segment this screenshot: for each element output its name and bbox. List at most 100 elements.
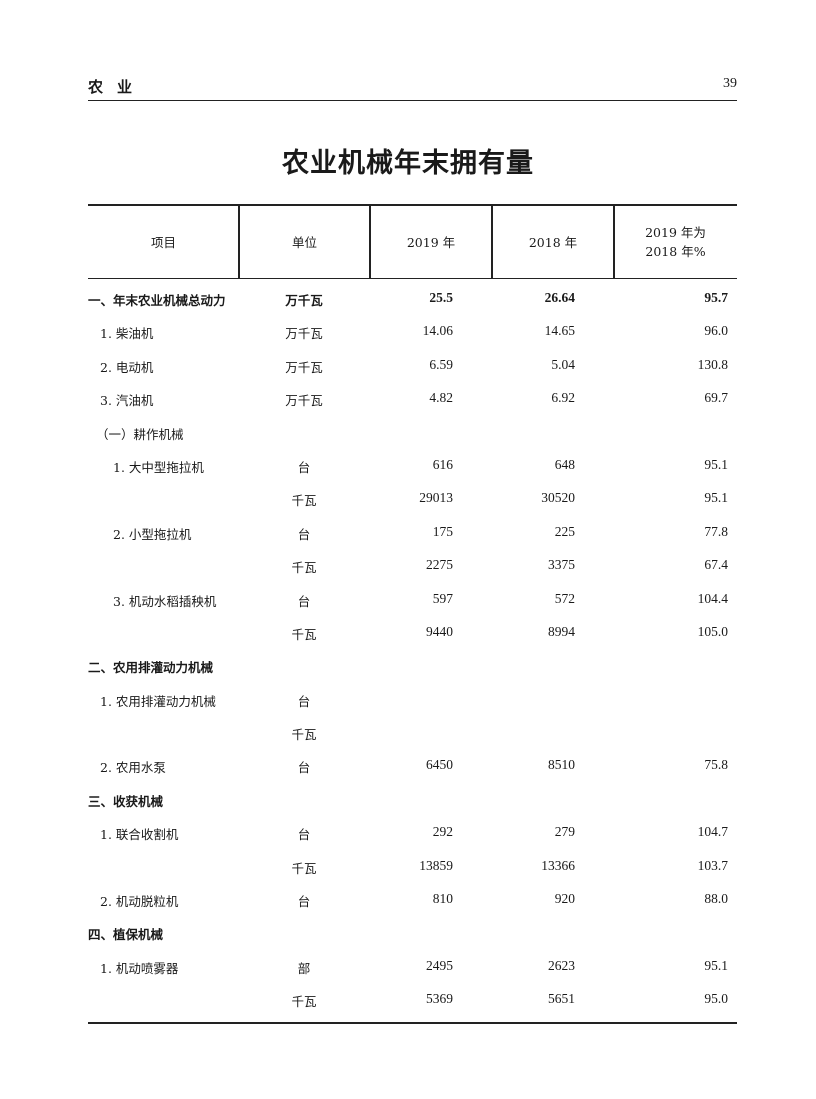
row-ratio: 105.0 bbox=[697, 623, 728, 639]
table-row: 3. 汽油机 万千瓦 4.82 6.92 69.7 bbox=[88, 381, 737, 414]
row-item-name: 2. 机动脱粒机 bbox=[100, 894, 179, 910]
table-row: 千瓦 13859 13366 103.7 bbox=[88, 849, 737, 882]
row-unit: 千瓦 bbox=[291, 626, 317, 642]
row-item-name: （一）耕作机械 bbox=[96, 426, 184, 442]
row-ratio: 95.1 bbox=[704, 456, 728, 472]
column-divider bbox=[369, 206, 371, 278]
row-value-2018: 279 bbox=[554, 824, 575, 840]
table-row: 2. 农用水泵 台 6450 8510 75.8 bbox=[88, 748, 737, 781]
row-value-2019: 29013 bbox=[419, 490, 453, 506]
section-name: 农业 bbox=[88, 78, 147, 96]
row-value-2018: 8994 bbox=[548, 623, 575, 639]
table-row: 二、农用排灌动力机械 bbox=[88, 648, 737, 681]
row-value-2019: 616 bbox=[432, 456, 453, 472]
table-row: 1. 柴油机 万千瓦 14.06 14.65 96.0 bbox=[88, 314, 737, 347]
row-value-2019: 14.06 bbox=[422, 323, 453, 339]
row-value-2019: 597 bbox=[432, 590, 453, 606]
table-row: 3. 机动水稻插秧机 台 597 572 104.4 bbox=[88, 582, 737, 615]
row-value-2019: 292 bbox=[432, 824, 453, 840]
row-value-2019: 13859 bbox=[419, 857, 453, 873]
row-ratio: 95.7 bbox=[704, 290, 728, 305]
row-item-name: 3. 机动水稻插秧机 bbox=[113, 593, 217, 609]
table-row: 三、收获机械 bbox=[88, 782, 737, 815]
header-item: 项目 bbox=[150, 234, 176, 250]
row-value-2018: 6.92 bbox=[551, 390, 575, 406]
row-unit: 台 bbox=[297, 693, 311, 709]
row-ratio: 104.4 bbox=[697, 590, 728, 606]
row-item-name: 1. 农用排灌动力机械 bbox=[100, 693, 216, 709]
row-ratio: 103.7 bbox=[697, 857, 728, 873]
row-value-2018: 5651 bbox=[548, 991, 575, 1007]
row-item-name: 3. 汽油机 bbox=[100, 393, 154, 409]
row-item-name: 1. 机动喷雾器 bbox=[100, 960, 179, 976]
row-ratio: 69.7 bbox=[704, 390, 728, 406]
row-unit: 部 bbox=[297, 960, 311, 976]
machinery-table: 项目 单位 2019 年 2018 年 2019 年为 2018 年% 一、年末… bbox=[88, 204, 737, 1024]
row-unit: 千瓦 bbox=[291, 727, 317, 743]
row-value-2018: 2623 bbox=[548, 957, 575, 973]
row-unit: 台 bbox=[297, 593, 311, 609]
row-item-name: 1. 柴油机 bbox=[100, 326, 154, 342]
row-unit: 万千瓦 bbox=[285, 393, 323, 409]
row-value-2019: 9440 bbox=[426, 623, 453, 639]
row-item-name: 四、植保机械 bbox=[88, 927, 164, 943]
row-value-2019: 175 bbox=[432, 523, 453, 539]
row-value-2018: 26.64 bbox=[544, 290, 575, 305]
row-value-2019: 6450 bbox=[426, 757, 453, 773]
header-2018: 2018 年 bbox=[528, 234, 578, 250]
header-ratio: 2019 年为 2018 年% bbox=[614, 206, 737, 278]
row-value-2018: 13366 bbox=[541, 857, 575, 873]
row-ratio: 77.8 bbox=[704, 523, 728, 539]
row-value-2019: 5369 bbox=[426, 991, 453, 1007]
row-value-2019: 25.5 bbox=[429, 290, 453, 305]
row-value-2018: 14.65 bbox=[544, 323, 575, 339]
page-number: 39 bbox=[723, 76, 737, 91]
table-row: 一、年末农业机械总动力 万千瓦 25.5 26.64 95.7 bbox=[88, 281, 737, 314]
row-value-2018: 5.04 bbox=[551, 356, 575, 372]
row-unit: 台 bbox=[297, 760, 311, 776]
table-row: 四、植保机械 bbox=[88, 915, 737, 948]
row-unit: 万千瓦 bbox=[285, 326, 323, 342]
row-value-2018: 3375 bbox=[548, 557, 575, 573]
row-item-name: 1. 联合收割机 bbox=[100, 827, 179, 843]
table-header: 项目 单位 2019 年 2018 年 2019 年为 2018 年% bbox=[88, 204, 737, 279]
row-item-name: 1. 大中型拖拉机 bbox=[113, 459, 204, 475]
table-row: 1. 联合收割机 台 292 279 104.7 bbox=[88, 815, 737, 848]
row-value-2019: 810 bbox=[432, 891, 453, 907]
row-unit: 千瓦 bbox=[291, 493, 317, 509]
row-unit: 万千瓦 bbox=[285, 359, 323, 375]
table-row: 1. 机动喷雾器 部 2495 2623 95.1 bbox=[88, 949, 737, 982]
row-value-2018: 648 bbox=[554, 456, 575, 472]
table-row: 2. 电动机 万千瓦 6.59 5.04 130.8 bbox=[88, 348, 737, 381]
row-unit: 台 bbox=[297, 526, 311, 542]
row-value-2018: 8510 bbox=[548, 757, 575, 773]
table-row: 2. 机动脱粒机 台 810 920 88.0 bbox=[88, 882, 737, 915]
row-value-2018: 920 bbox=[554, 891, 575, 907]
running-head: 农业 39 bbox=[88, 76, 737, 101]
row-value-2018: 30520 bbox=[541, 490, 575, 506]
header-unit: 单位 bbox=[291, 234, 317, 250]
row-unit: 万千瓦 bbox=[285, 293, 323, 308]
row-ratio: 104.7 bbox=[697, 824, 728, 840]
row-value-2019: 2495 bbox=[426, 957, 453, 973]
row-unit: 千瓦 bbox=[291, 560, 317, 576]
row-item-name: 2. 小型拖拉机 bbox=[113, 526, 192, 542]
header-ratio-line1: 2019 年为 bbox=[645, 225, 706, 240]
table-row: 千瓦 5369 5651 95.0 bbox=[88, 982, 737, 1015]
row-ratio: 67.4 bbox=[704, 557, 728, 573]
page-title: 农业机械年末拥有量 bbox=[282, 148, 534, 179]
row-item-name: 一、年末农业机械总动力 bbox=[88, 293, 226, 308]
header-2019: 2019 年 bbox=[406, 234, 456, 250]
row-value-2019: 2275 bbox=[426, 557, 453, 573]
column-divider bbox=[491, 206, 493, 278]
row-item-name: 二、农用排灌动力机械 bbox=[88, 660, 214, 676]
table-row: 千瓦 2275 3375 67.4 bbox=[88, 548, 737, 581]
row-unit: 千瓦 bbox=[291, 994, 317, 1010]
table-row: （一）耕作机械 bbox=[88, 415, 737, 448]
table-row: 1. 大中型拖拉机 台 616 648 95.1 bbox=[88, 448, 737, 481]
row-value-2019: 4.82 bbox=[429, 390, 453, 406]
table-body: 一、年末农业机械总动力 万千瓦 25.5 26.64 95.7 1. 柴油机 万千瓦 14.0… bbox=[88, 279, 737, 1024]
table-row: 千瓦 bbox=[88, 715, 737, 748]
row-unit: 台 bbox=[297, 827, 311, 843]
table-row: 千瓦 29013 30520 95.1 bbox=[88, 481, 737, 514]
